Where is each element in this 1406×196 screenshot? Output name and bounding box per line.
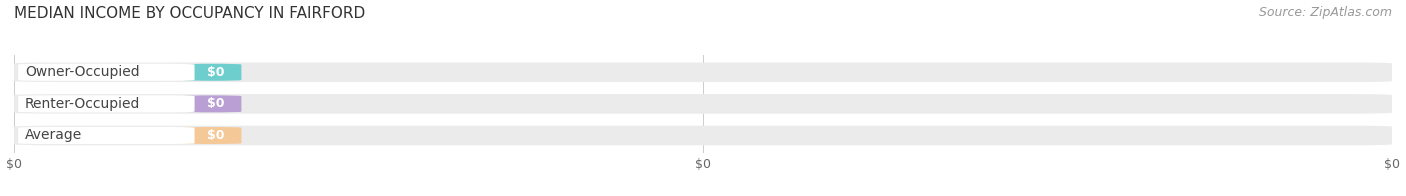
FancyBboxPatch shape: [18, 127, 194, 144]
FancyBboxPatch shape: [14, 126, 1392, 145]
FancyBboxPatch shape: [14, 63, 1392, 82]
Text: Renter-Occupied: Renter-Occupied: [25, 97, 141, 111]
FancyBboxPatch shape: [14, 94, 1392, 114]
FancyBboxPatch shape: [18, 95, 194, 113]
Text: MEDIAN INCOME BY OCCUPANCY IN FAIRFORD: MEDIAN INCOME BY OCCUPANCY IN FAIRFORD: [14, 6, 366, 21]
Text: $0: $0: [207, 97, 225, 110]
Text: $0: $0: [207, 66, 225, 79]
Text: Owner-Occupied: Owner-Occupied: [25, 65, 139, 79]
Text: $0: $0: [207, 129, 225, 142]
Text: Average: Average: [25, 129, 83, 142]
FancyBboxPatch shape: [18, 64, 194, 81]
Text: Source: ZipAtlas.com: Source: ZipAtlas.com: [1258, 6, 1392, 19]
FancyBboxPatch shape: [184, 64, 242, 81]
FancyBboxPatch shape: [184, 95, 242, 113]
FancyBboxPatch shape: [184, 127, 242, 144]
